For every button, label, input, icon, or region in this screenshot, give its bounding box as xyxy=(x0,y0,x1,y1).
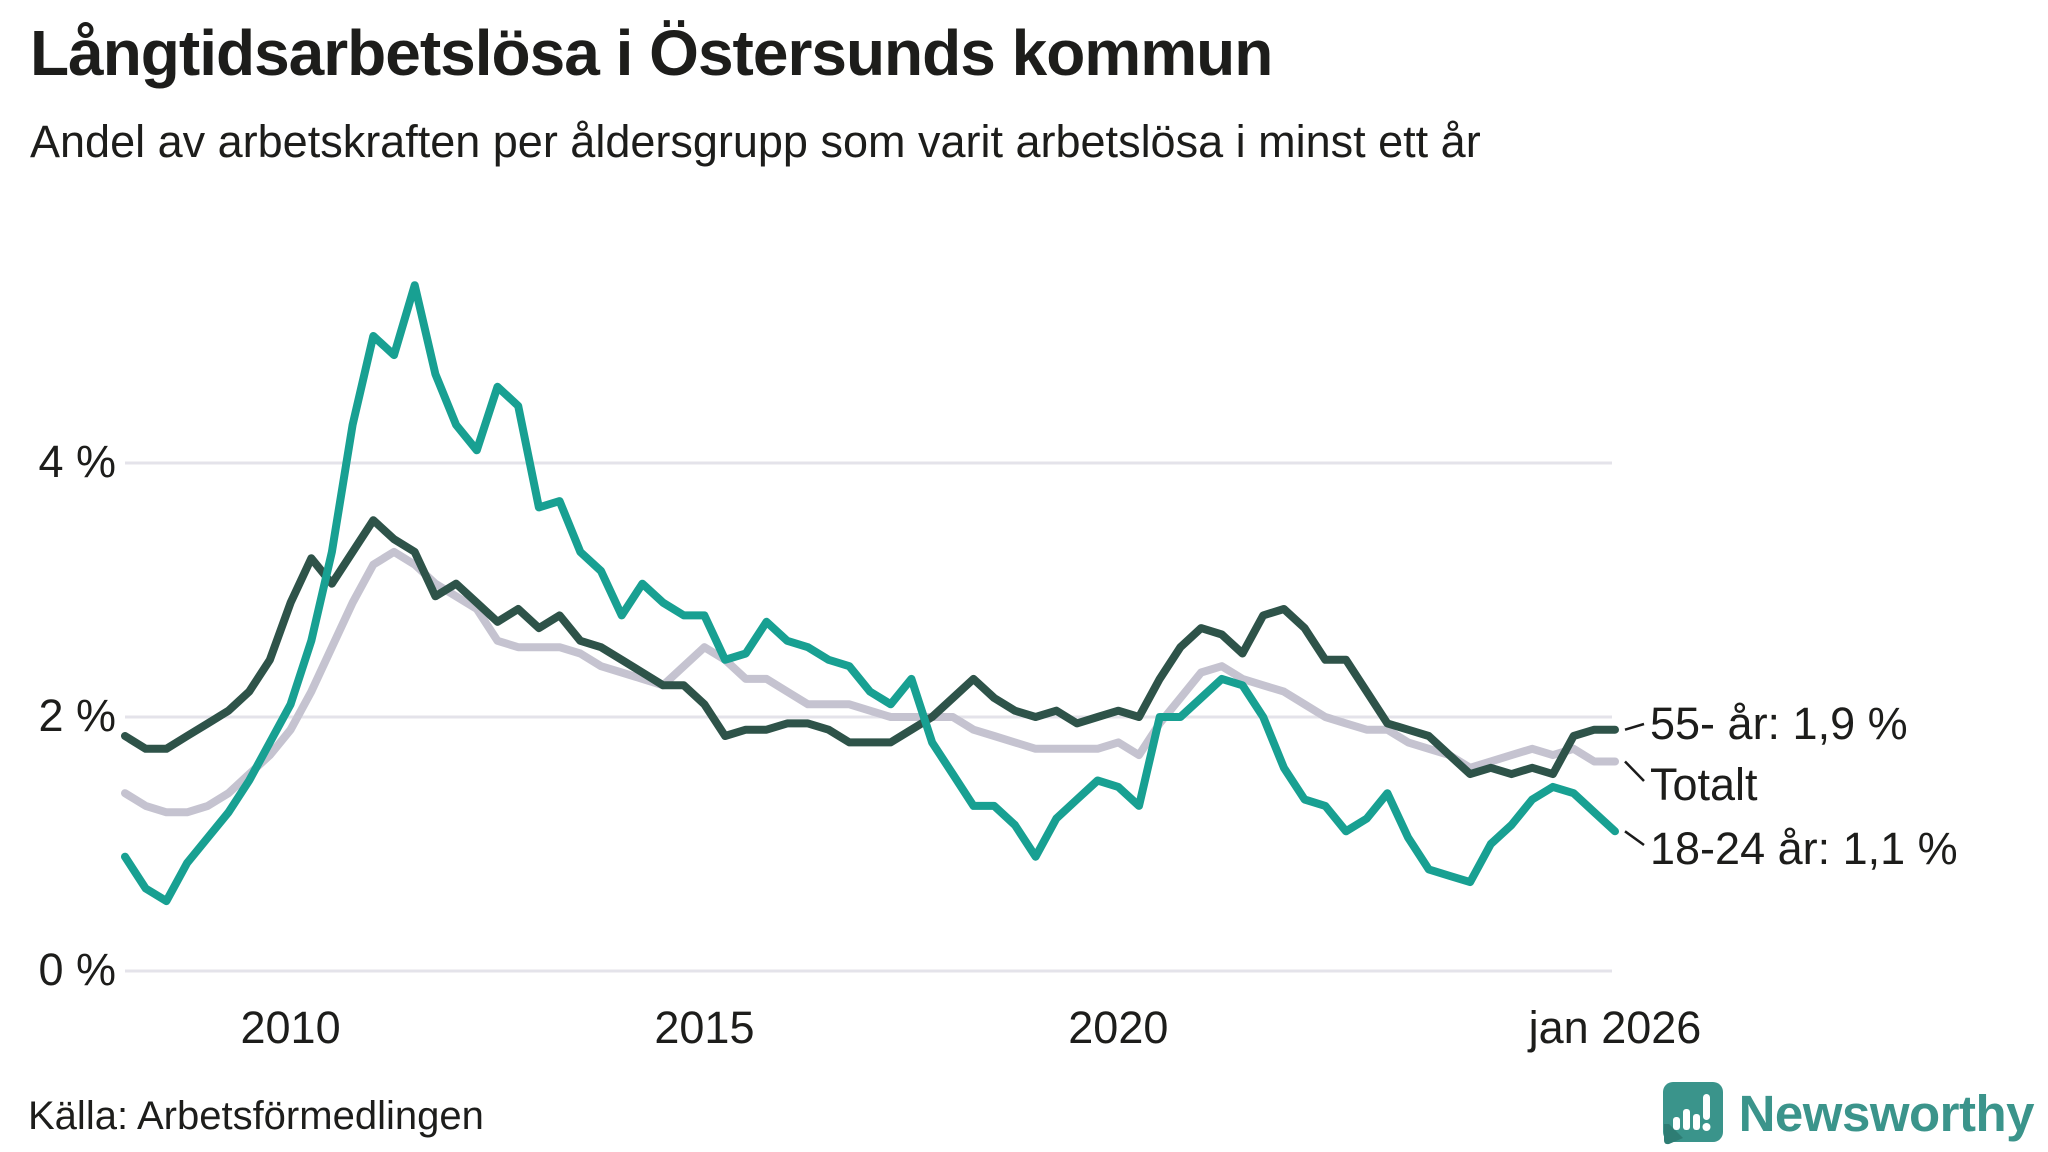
series-end-label-55: 55- år: 1,9 % xyxy=(1650,698,1908,749)
page-title: Långtidsarbetslösa i Östersunds kommun xyxy=(30,17,1273,89)
end-label-connector-18-24-år xyxy=(1624,830,1645,847)
series-line-Totalt xyxy=(121,547,1619,817)
end-label-connector-Totalt xyxy=(1624,760,1645,782)
y-tick-0: 0 % xyxy=(38,944,116,995)
x-tick-2010: 2010 xyxy=(240,1002,341,1053)
page-subtitle: Andel av arbetskraften per åldersgrupp s… xyxy=(30,116,1481,167)
y-tick-2: 2 % xyxy=(38,690,116,741)
x-tick-2020: 2020 xyxy=(1068,1002,1169,1053)
end-label-connector-55--år xyxy=(1624,722,1645,731)
source-note: Källa: Arbetsförmedlingen xyxy=(28,1094,484,1138)
brand-logo: Newsworthy xyxy=(1659,1080,2035,1146)
x-tick-2026: jan 2026 xyxy=(1528,1002,1702,1053)
series-end-label-totalt: Totalt xyxy=(1650,759,1758,810)
series-end-label-18-24: 18-24 år: 1,1 % xyxy=(1650,823,1958,874)
newsworthy-bar-chart-speech-bubble-icon xyxy=(1659,1080,1725,1146)
series-line-55--år xyxy=(121,516,1619,779)
series-line-18-24-år xyxy=(121,281,1619,906)
y-tick-4: 4 % xyxy=(38,436,116,487)
x-tick-2015: 2015 xyxy=(654,1002,755,1053)
brand-name: Newsworthy xyxy=(1738,1084,2035,1142)
